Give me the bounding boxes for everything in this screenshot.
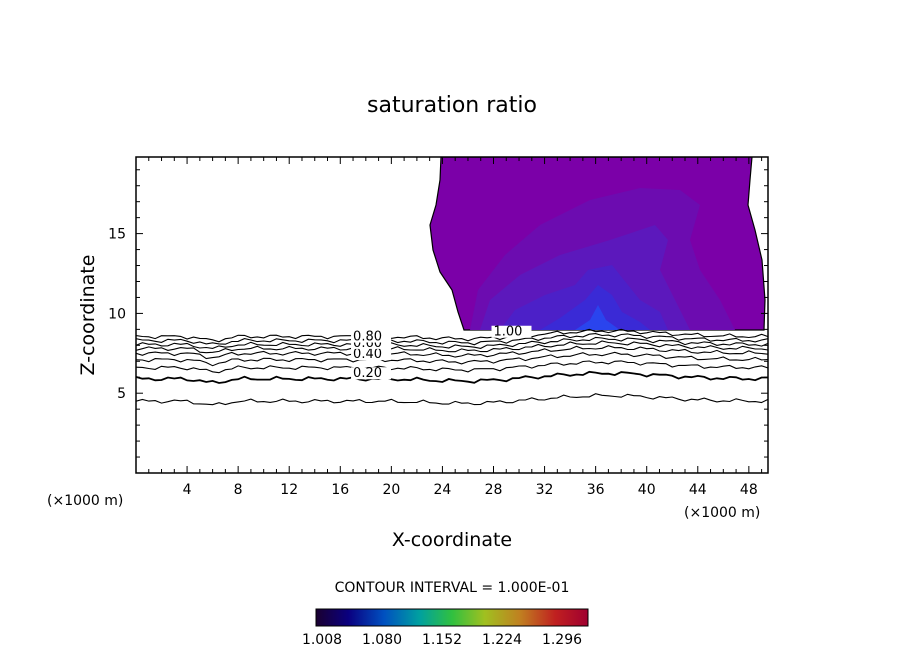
x-unit-label-left: (×1000 m) — [47, 493, 123, 509]
x-tick-label: 28 — [485, 482, 503, 498]
x-tick-label: 24 — [434, 482, 452, 498]
x-tick-label: 32 — [536, 482, 554, 498]
contour-line — [136, 360, 768, 374]
colorbar-tick-label: 1.152 — [422, 632, 462, 648]
y-axis-label: Z-coordinate — [77, 255, 99, 376]
contour-label: 0.40 — [353, 347, 382, 362]
region-level-6 — [575, 305, 620, 330]
contour-line — [136, 328, 768, 343]
x-tick-label: 12 — [280, 482, 298, 498]
colorbar-tick-label: 1.080 — [362, 632, 402, 648]
x-tick-label: 36 — [587, 482, 605, 498]
y-tick-label: 10 — [108, 306, 126, 322]
contour-label-bg — [351, 348, 392, 361]
contour-line — [136, 370, 768, 384]
y-axis-ticks: 5 10 15 — [108, 169, 768, 458]
region-level-5 — [540, 285, 650, 330]
x-tick-label: 16 — [331, 482, 349, 498]
x-tick-label: 4 — [183, 482, 192, 498]
contour-label: 0.80 — [353, 330, 382, 345]
y-tick-label: 15 — [108, 227, 126, 243]
x-tick-label: 8 — [234, 482, 243, 498]
colorbar-tick-label: 1.224 — [482, 632, 522, 648]
contour-interval-text: CONTOUR INTERVAL = 1.000E-01 — [335, 580, 570, 596]
x-tick-label: 44 — [689, 482, 707, 498]
region-level-4 — [500, 265, 668, 330]
x-axis-label: X-coordinate — [392, 529, 512, 551]
contour-label-bg — [491, 325, 532, 338]
contour-line — [136, 345, 768, 360]
y-tick-label: 5 — [117, 386, 126, 402]
contour-line — [136, 393, 768, 406]
x-tick-label: 40 — [638, 482, 656, 498]
plot-frame — [135, 156, 769, 474]
contour-lines — [136, 328, 768, 406]
contour-labels: 0.200.400.600.80 1.00 — [351, 325, 532, 381]
contour-label-bg — [351, 330, 392, 343]
contour-line — [136, 333, 768, 346]
colorbar-tick-label: 1.008 — [302, 632, 342, 648]
x-tick-label: 20 — [382, 482, 400, 498]
chart-title: saturation ratio — [367, 93, 537, 118]
colorbar-tick-label: 1.296 — [542, 632, 582, 648]
x-axis-ticks: 4 8 12 16 20 24 28 32 36 40 44 48 — [148, 157, 763, 498]
x-tick-label: 48 — [740, 482, 758, 498]
contour-label: 0.20 — [353, 366, 382, 381]
colorbar-ticks: 1.008 1.080 1.152 1.224 1.296 — [302, 632, 582, 648]
contour-line — [136, 351, 768, 367]
contour-line — [136, 340, 768, 354]
contour-label: 1.00 — [493, 325, 522, 340]
colorbar — [315, 608, 589, 627]
contour-label-bg — [351, 367, 392, 380]
x-unit-label-right: (×1000 m) — [684, 505, 760, 521]
supersaturated-region — [429, 157, 766, 331]
contour-line — [136, 336, 768, 349]
